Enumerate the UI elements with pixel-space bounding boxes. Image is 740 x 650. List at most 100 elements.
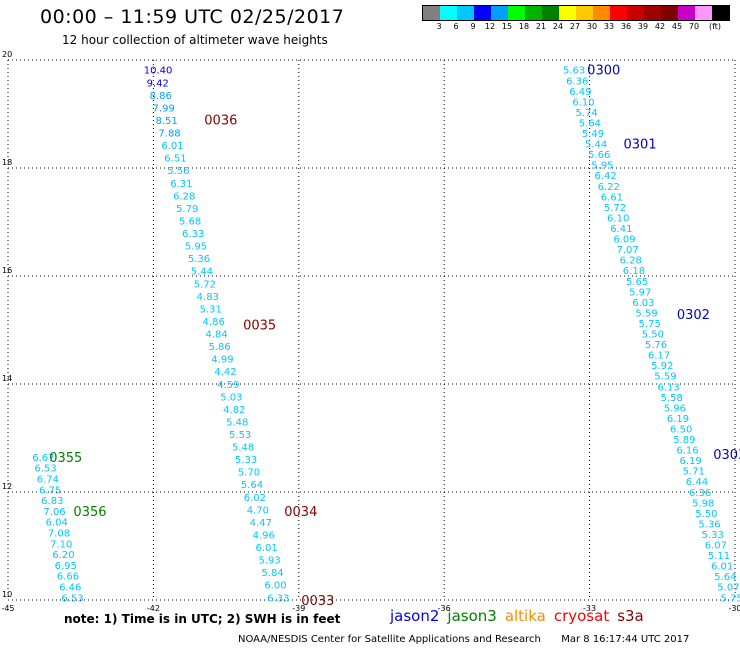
- wave-height-label: 6.66: [57, 572, 79, 583]
- wave-height-label: 6.31: [170, 179, 192, 190]
- wave-height-label: 4.96: [253, 530, 275, 541]
- wave-height-label: 6.19: [667, 414, 689, 425]
- color-legend: 3 6 9 12 15 18 21 24 27 30 33 36 39 42 45 70 (ft): [422, 5, 730, 33]
- legend-label: 24: [552, 22, 564, 31]
- pass-label: 0301: [624, 138, 657, 153]
- wave-height-label: 8.86: [150, 91, 172, 102]
- legend-label: 33: [603, 22, 615, 31]
- legend-swatch: [661, 6, 678, 20]
- legend-label: 12: [484, 22, 496, 31]
- wave-height-label: 5.98: [692, 498, 714, 509]
- wave-height-label: 6.10: [572, 97, 594, 108]
- wave-height-label: 6.36: [689, 488, 711, 499]
- wave-height-label: 5.84: [261, 568, 283, 579]
- wave-height-label: 5.71: [683, 467, 705, 478]
- y-tick-label: 16: [2, 266, 12, 275]
- pass-label: 0034: [284, 505, 317, 520]
- wave-height-label: 5.79: [176, 204, 198, 215]
- wave-height-label: 5.49: [582, 129, 604, 140]
- page-subtitle: 12 hour collection of altimeter wave hei…: [62, 33, 328, 47]
- wave-height-label: 5.50: [642, 330, 664, 341]
- axis-tick-labels: -45 -42 -39 -36 -33 -30 20 18 16 14 12 10: [1, 50, 740, 613]
- wave-height-label: 7.10: [50, 539, 72, 550]
- wave-height-label: 5.63: [563, 66, 585, 77]
- wave-height-label: 6.09: [613, 235, 635, 246]
- wave-height-label: 5.50: [695, 509, 717, 520]
- wave-height-labels: 10.409.428.867.998.517.886.016.515.566.3…: [32, 66, 740, 605]
- wave-height-label: 6.61: [601, 192, 623, 203]
- wave-height-label: 6.83: [41, 496, 63, 507]
- pass-label: 0302: [677, 308, 710, 323]
- wave-height-label: 4.86: [203, 317, 225, 328]
- wave-height-label: 5.36: [188, 254, 210, 265]
- wave-height-label: 10.40: [144, 66, 173, 77]
- legend-label: 30: [586, 22, 598, 31]
- wave-height-label: 7.06: [43, 507, 65, 518]
- y-tick-label: 10: [2, 590, 12, 599]
- legend-label: 36: [620, 22, 632, 31]
- wave-height-label: 6.04: [46, 518, 68, 529]
- pass-label: 0356: [73, 505, 106, 520]
- wave-height-label: 5.11: [708, 551, 730, 562]
- mission-name: jason3: [447, 607, 497, 625]
- pass-label: 0035: [243, 319, 276, 334]
- wave-height-label: 5.36: [698, 519, 720, 530]
- wave-height-label: 5.89: [673, 435, 695, 446]
- wave-height-label: 6.19: [680, 456, 702, 467]
- credit-line: NOAA/NESDIS Center for Satellite Applica…: [238, 634, 689, 645]
- wave-height-label: 5.33: [702, 530, 724, 541]
- mission-name: cryosat: [553, 607, 610, 625]
- wave-height-label: 6.17: [648, 351, 670, 362]
- y-tick-label: 18: [2, 158, 12, 167]
- wave-height-label: 6.36: [566, 76, 588, 87]
- pass-label: 0036: [204, 113, 237, 128]
- wave-height-label: 5.65: [626, 277, 648, 288]
- legend-swatch: [491, 6, 508, 20]
- wave-height-label: 5.64: [579, 118, 601, 129]
- wave-height-label: 6.16: [676, 446, 698, 457]
- legend-swatch: [440, 6, 457, 20]
- legend-swatch: [457, 6, 474, 20]
- mission-name: altika: [504, 607, 546, 625]
- wave-height-label: 6.02: [244, 493, 266, 504]
- wave-height-label: 4.70: [247, 505, 269, 516]
- mission-legend: jason2 jason3 altika cryosat s3a: [390, 607, 652, 625]
- wave-height-label: 5.75: [720, 593, 740, 604]
- wave-height-label: 5.64: [714, 572, 736, 583]
- pass-label: 0033: [301, 594, 334, 609]
- wave-height-label: 7.08: [48, 529, 70, 540]
- wave-height-label: 5.95: [591, 161, 613, 172]
- wave-height-label: 4.99: [211, 355, 233, 366]
- x-tick-label: -39: [292, 604, 305, 613]
- page-title: 00:00 – 11:59 UTC 02/25/2017: [40, 6, 345, 28]
- wave-height-label: 6.46: [59, 583, 81, 594]
- wave-height-label: 6.03: [632, 298, 654, 309]
- mission-name: s3a: [617, 607, 644, 625]
- pass-labels: 0300 0301 0302 0303 0036 0035 0034 0033 0355 0356: [49, 64, 740, 609]
- wave-height-label: 6.33: [267, 593, 289, 604]
- legend-swatch: [423, 6, 440, 20]
- wave-height-label: 6.51: [164, 154, 186, 165]
- wave-height-label: 6.74: [37, 475, 59, 486]
- wave-height-label: 5.97: [629, 287, 651, 298]
- wave-height-label: 5.70: [238, 468, 260, 479]
- wave-height-label: 6.01: [256, 543, 278, 554]
- legend-swatch: [559, 6, 576, 20]
- wave-height-label: 5.92: [651, 361, 673, 372]
- legend-label: (ft): [708, 22, 722, 31]
- wave-height-label: 6.53: [61, 593, 83, 604]
- wave-height-label: 5.44: [191, 267, 213, 278]
- wave-height-label: 5.74: [576, 108, 598, 119]
- wave-height-label: 5.03: [220, 392, 242, 403]
- legend-swatch: [525, 6, 542, 20]
- wave-height-label: 6.28: [173, 191, 195, 202]
- wave-height-label: 6.75: [39, 485, 61, 496]
- mission-name: jason2: [390, 607, 440, 625]
- wave-height-label: 5.68: [179, 216, 201, 227]
- wave-height-label: 5.48: [226, 417, 248, 428]
- legend-swatch: [508, 6, 525, 20]
- wave-height-label: 6.01: [711, 562, 733, 573]
- legend-labels: 3 6 9 12 15 18 21 24 27 30 33 36 39 42 45 70 (ft): [422, 21, 730, 33]
- wave-height-label: 5.72: [194, 279, 216, 290]
